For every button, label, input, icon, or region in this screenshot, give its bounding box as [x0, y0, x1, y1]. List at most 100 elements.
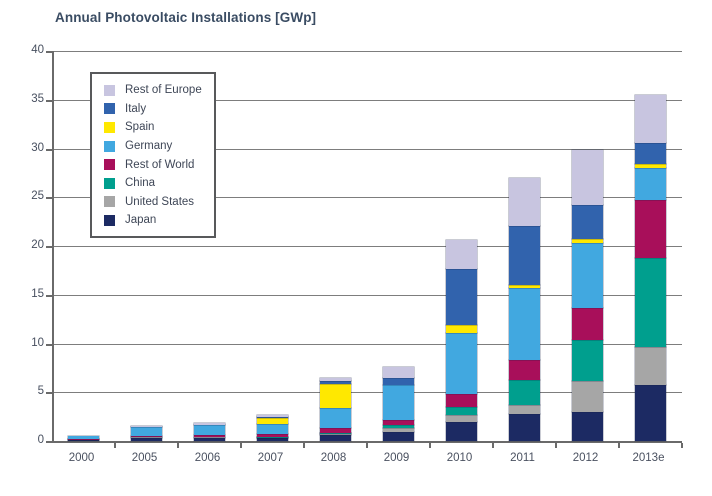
bar-segment-2010-italy	[446, 269, 477, 326]
y-axis-tick	[46, 392, 52, 395]
x-axis-tick	[555, 443, 557, 448]
legend-label: United States	[125, 195, 195, 208]
bar-segment-2007-spain	[257, 417, 288, 424]
y-axis-tick-label: 10	[31, 336, 44, 349]
bar-segment-2012-spain	[572, 239, 603, 244]
legend-swatch	[104, 84, 115, 96]
x-axis-tick	[114, 443, 116, 448]
bar-segment-2013e-germany	[635, 167, 666, 200]
y-axis-tick	[46, 343, 52, 346]
y-axis-tick	[46, 148, 52, 151]
legend-item-germany: Germany	[104, 137, 214, 156]
legend-swatch	[104, 121, 115, 133]
legend-swatch	[104, 159, 115, 171]
x-axis-tick-label-2009: 2009	[383, 452, 410, 464]
bar-segment-2007-germany	[257, 423, 288, 435]
x-axis-tick	[177, 443, 179, 448]
y-axis-tick	[46, 197, 52, 200]
x-axis-tick-label-2000: 2000	[68, 452, 95, 464]
bar-segment-2012-rest-of-world	[572, 308, 603, 340]
bar-segment-2000-japan	[68, 439, 99, 441]
bar-segment-2012-rest-of-europe	[572, 149, 603, 206]
bar-segment-2010-japan	[446, 422, 477, 441]
bar-segment-2008-spain	[320, 384, 351, 409]
y-axis-tick-label: 5	[37, 385, 44, 398]
bar-segment-2007-rest-of-world	[257, 434, 288, 437]
legend-swatch	[104, 177, 115, 189]
y-axis-tick	[46, 246, 52, 248]
bar-segment-2011-united-states	[509, 405, 540, 414]
y-axis-tick	[46, 441, 52, 443]
bar-segment-2009-united-states	[383, 428, 414, 433]
x-axis-tick	[303, 443, 305, 448]
bar-segment-2008-italy	[320, 381, 351, 385]
x-axis-tick	[240, 443, 242, 448]
bar-segment-2006-rest-of-europe	[194, 423, 225, 426]
bar-segment-2013e-spain	[635, 163, 666, 168]
bar-segment-2011-china	[509, 379, 540, 406]
x-axis-tick-label-2006: 2006	[194, 452, 221, 464]
y-axis-tick-label: 25	[31, 190, 44, 203]
bar-segment-2013e-rest-of-world	[635, 199, 666, 258]
bar-segment-2009-rest-of-world	[383, 420, 414, 425]
legend-swatch	[104, 140, 115, 152]
bar-segment-2013e-united-states	[635, 347, 666, 386]
bar-segment-2012-italy	[572, 205, 603, 240]
legend: Rest of Europe Italy Spain Germany Rest of W…	[90, 72, 216, 238]
legend-item-united-states: United States	[104, 193, 214, 212]
x-axis-tick	[492, 443, 494, 448]
bar-segment-2005-united-states	[131, 436, 162, 438]
legend-label: Spain	[125, 121, 155, 134]
legend-label: Italy	[125, 102, 147, 115]
gridline-y25	[54, 197, 682, 199]
bar-segment-2011-spain	[509, 284, 540, 289]
bar-segment-2011-germany	[509, 288, 540, 360]
x-axis-tick	[366, 443, 368, 448]
legend-label: Germany	[125, 140, 173, 153]
gridline-y30	[54, 148, 682, 150]
bar-segment-2012-japan	[572, 411, 603, 441]
x-axis-tick	[681, 443, 683, 448]
legend-item-spain: Spain	[104, 118, 214, 137]
legend-item-italy: Italy	[104, 100, 214, 119]
bar-segment-2011-rest-of-europe	[509, 178, 540, 227]
bar-segment-2009-germany	[383, 385, 414, 421]
y-axis-tick	[46, 99, 52, 102]
bar-segment-2008-united-states	[320, 433, 351, 436]
plot-area: Rest of Europe Italy Spain Germany Rest of W…	[46, 51, 683, 448]
bar-segment-2010-germany	[446, 333, 477, 394]
bar-segment-2013e-japan	[635, 385, 666, 441]
bar-segment-2006-germany	[194, 425, 225, 436]
gridline-y10	[54, 343, 682, 345]
bar-segment-2009-japan	[383, 432, 414, 441]
bar-segment-2008-germany	[320, 408, 351, 428]
bar-segment-2005-japan	[131, 437, 162, 441]
bar-segment-2007-united-states	[257, 437, 288, 439]
bar-segment-2012-united-states	[572, 380, 603, 412]
bar-segment-2011-japan	[509, 413, 540, 441]
bar-segment-2006-japan	[194, 438, 225, 441]
bar-segment-2013e-rest-of-europe	[635, 95, 666, 144]
x-axis-tick-label-2010: 2010	[446, 452, 473, 464]
legend-item-china: China	[104, 174, 214, 193]
y-axis-tick	[46, 51, 52, 53]
legend-label: Rest of World	[125, 158, 195, 171]
bar-segment-2010-rest-of-world	[446, 393, 477, 408]
y-axis-tick-label: 15	[31, 287, 44, 300]
bar-segment-2005-germany	[131, 426, 162, 437]
bar-segment-2006-rest-of-world	[194, 435, 225, 438]
bar-segment-2010-spain	[446, 325, 477, 334]
legend-swatch	[104, 214, 115, 226]
x-axis-tick	[618, 443, 620, 448]
bar-segment-2010-rest-of-europe	[446, 240, 477, 270]
x-axis-tick-label-2008: 2008	[320, 452, 347, 464]
bar-segment-2010-china	[446, 407, 477, 416]
legend-item-rest-of-europe: Rest of Europe	[104, 81, 214, 100]
y-axis-tick-label: 35	[31, 92, 44, 105]
chart-title: Annual Photovoltaic Installations [GWp]	[55, 10, 317, 25]
y-axis-tick-label: 40	[31, 44, 44, 56]
y-axis-tick-label: 30	[31, 141, 44, 154]
bar-segment-2011-rest-of-world	[509, 359, 540, 380]
legend-swatch	[104, 103, 115, 115]
